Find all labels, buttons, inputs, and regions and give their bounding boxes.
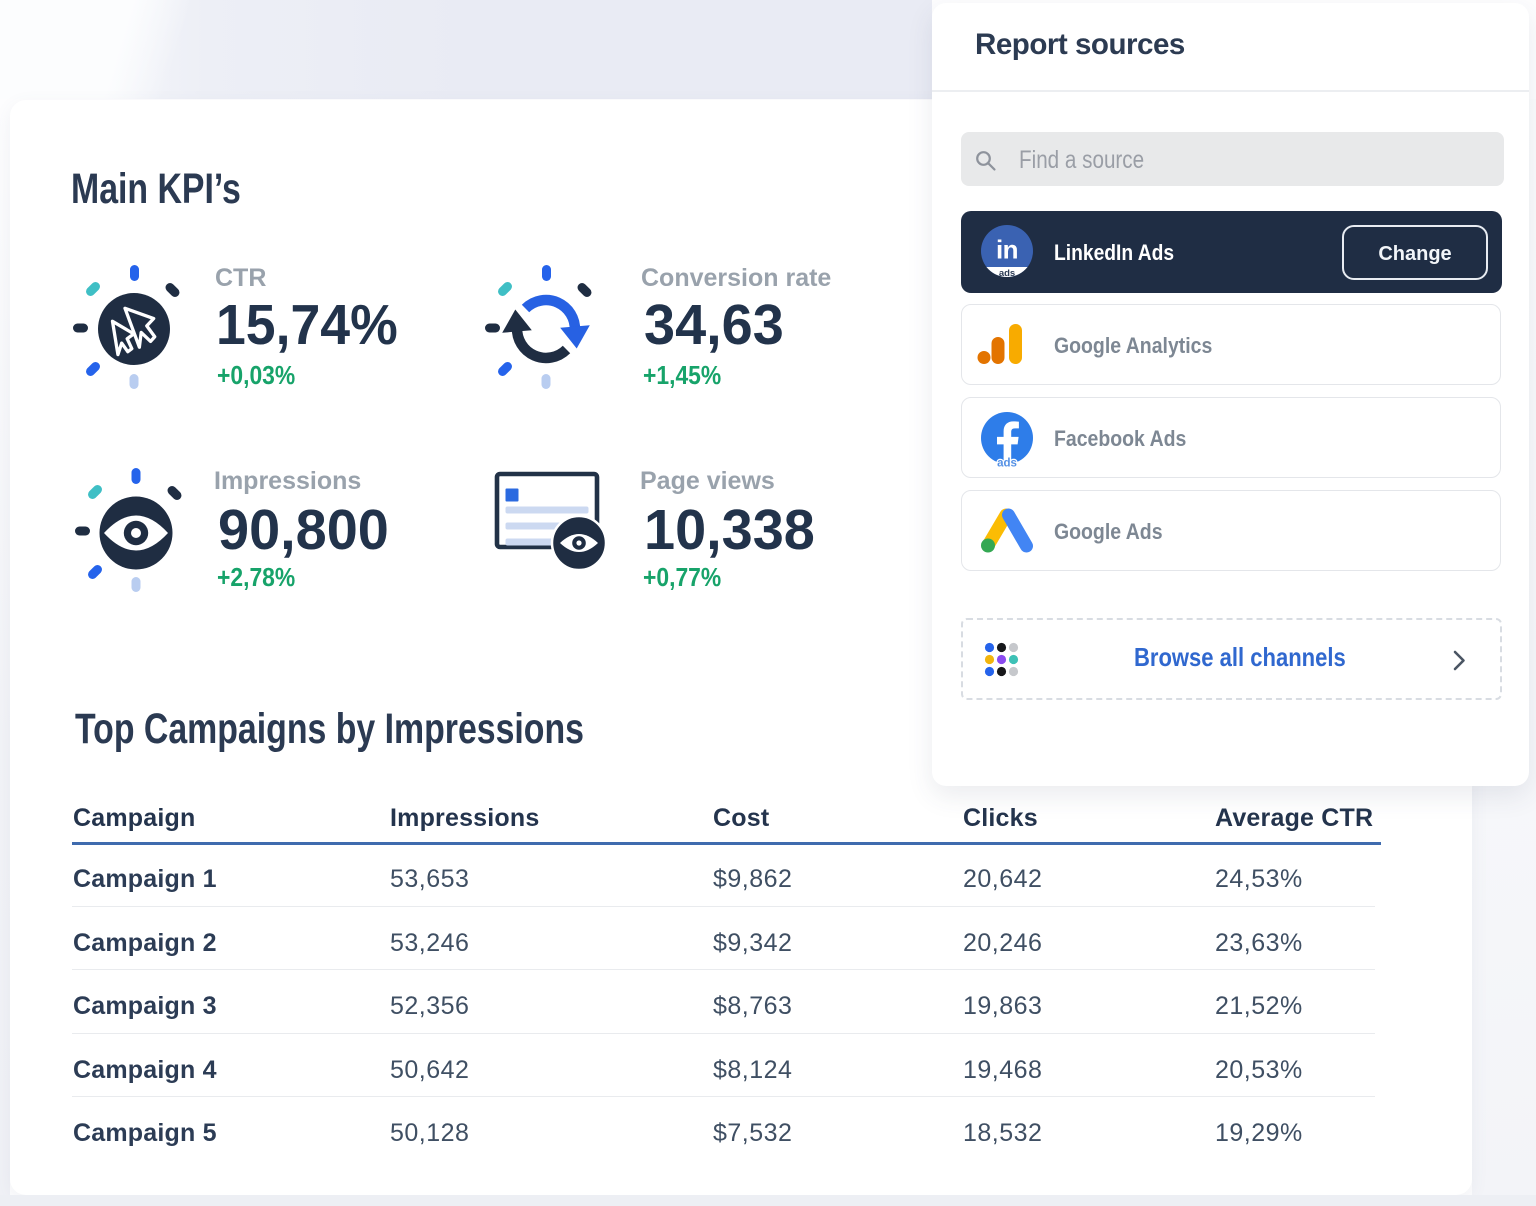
svg-text:ads: ads [997,458,1017,470]
svg-text:ads: ads [999,268,1015,279]
svg-text:in: in [996,235,1018,265]
